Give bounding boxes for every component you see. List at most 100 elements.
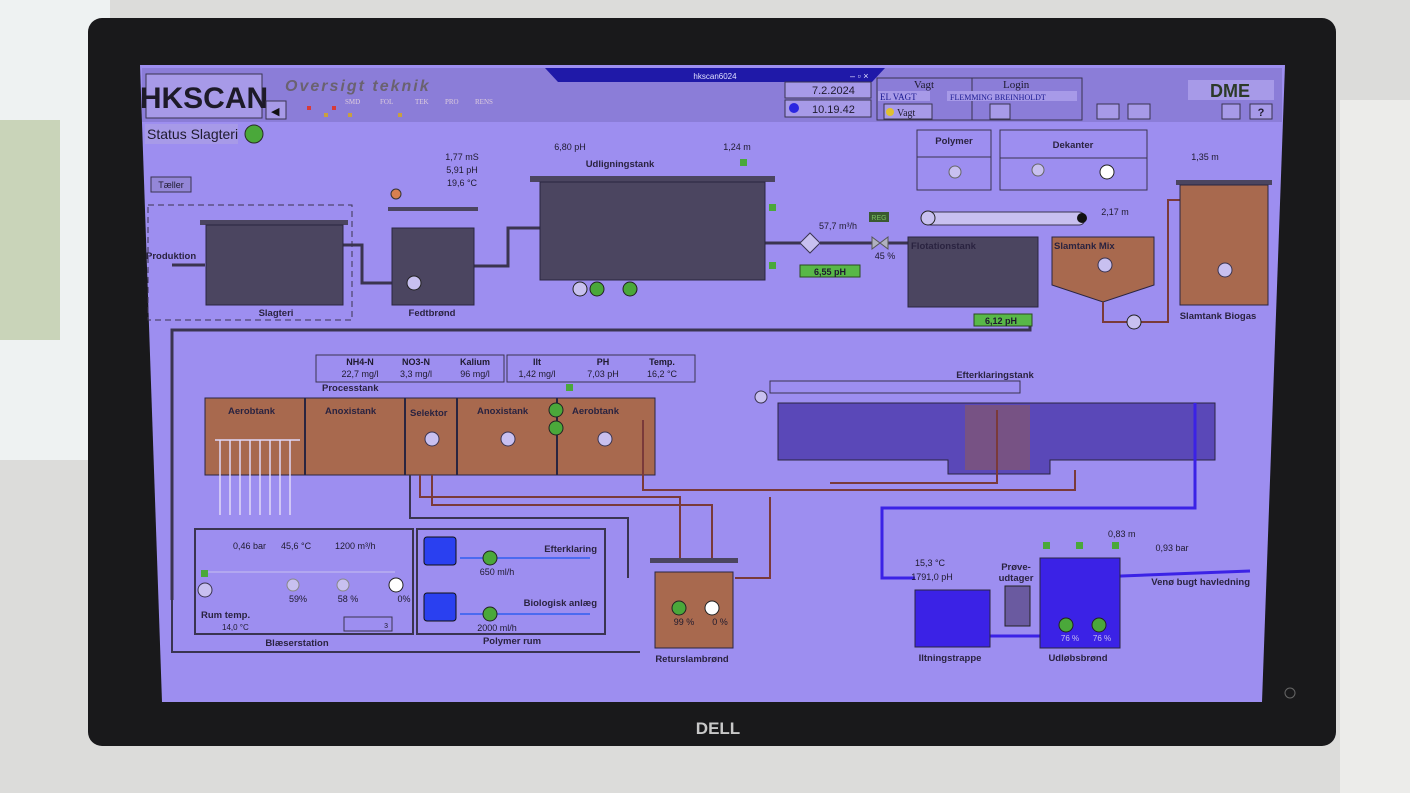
blaeserstation-label: Blæserstation bbox=[265, 638, 329, 649]
fedt-ph: 5,91 pH bbox=[446, 165, 478, 175]
dosing-pump-icon[interactable] bbox=[482, 606, 498, 622]
meas-header: NO3-N bbox=[402, 357, 430, 367]
fedtbrond-tank bbox=[391, 227, 475, 306]
measurement-panel-o bbox=[506, 354, 696, 383]
window-controls[interactable]: – ▫ × bbox=[850, 71, 868, 81]
biogas-lid bbox=[1176, 180, 1272, 185]
dosing-pump-icon[interactable] bbox=[482, 550, 498, 566]
date-box bbox=[784, 81, 872, 99]
tab-tek[interactable]: TEK bbox=[415, 98, 429, 106]
taeller-label: Tæller bbox=[158, 180, 184, 190]
ibc-tank-icon bbox=[423, 536, 457, 566]
polymer-rum-label: Polymer rum bbox=[483, 636, 541, 647]
mail-icon[interactable] bbox=[1127, 103, 1151, 120]
motor-icon[interactable] bbox=[286, 578, 300, 592]
pump-icon[interactable] bbox=[1058, 617, 1074, 633]
monitor-logo: DELL bbox=[696, 719, 740, 738]
window-titlebar[interactable] bbox=[545, 68, 885, 82]
tab-pro[interactable]: PRO bbox=[445, 98, 459, 106]
motor-icon[interactable] bbox=[920, 210, 936, 226]
back-arrow-icon: ◀ bbox=[271, 106, 280, 118]
pump-icon[interactable] bbox=[406, 275, 422, 291]
warning-indicator bbox=[398, 113, 402, 117]
motor-icon[interactable] bbox=[336, 578, 350, 592]
motor-icon[interactable] bbox=[388, 577, 404, 593]
pump-icon[interactable] bbox=[548, 420, 564, 436]
mixer-icon[interactable] bbox=[622, 281, 638, 297]
pump-speed: 0 % bbox=[712, 617, 728, 627]
tab-rens[interactable]: RENS bbox=[475, 98, 493, 106]
motor-speed: 0% bbox=[397, 594, 410, 604]
slagteri-lid bbox=[200, 220, 348, 225]
conveyor-end bbox=[1077, 213, 1087, 223]
udligning-lid bbox=[530, 176, 775, 182]
control-valve-icon[interactable] bbox=[871, 236, 889, 250]
taeller-button[interactable] bbox=[150, 176, 192, 193]
motor-icon[interactable] bbox=[424, 431, 440, 447]
status-indicator bbox=[244, 124, 264, 144]
motor-icon[interactable] bbox=[1097, 257, 1113, 273]
alarm-indicator bbox=[307, 106, 311, 110]
motor-icon[interactable] bbox=[597, 431, 613, 447]
motor-icon[interactable] bbox=[1031, 163, 1045, 177]
pump-icon[interactable] bbox=[1126, 314, 1142, 330]
vagt-value: EL VAGT bbox=[880, 92, 917, 102]
pump-icon[interactable] bbox=[548, 402, 564, 418]
counter-box bbox=[343, 616, 393, 632]
udl-level: 1,24 m bbox=[723, 142, 751, 152]
mail-icon[interactable] bbox=[1096, 103, 1120, 120]
compartment-label: Anoxistank bbox=[325, 406, 377, 417]
meas-header: PH bbox=[597, 357, 610, 367]
vagt-button[interactable] bbox=[883, 103, 933, 120]
motor-icon[interactable] bbox=[948, 165, 962, 179]
alarm-valve-icon[interactable] bbox=[390, 188, 402, 200]
time-box bbox=[784, 99, 872, 118]
pump-icon[interactable] bbox=[671, 600, 687, 616]
pump-icon[interactable] bbox=[589, 281, 605, 297]
warning-bell-icon bbox=[886, 108, 894, 116]
pump-icon[interactable] bbox=[704, 600, 720, 616]
power-button[interactable] bbox=[1284, 687, 1296, 699]
ilt-temp: 15,3 °C bbox=[915, 558, 946, 568]
blaeser-temp: 45,6 °C bbox=[281, 541, 312, 551]
tab-fol[interactable]: FOL bbox=[380, 98, 393, 106]
time: 10.19.42 bbox=[812, 104, 855, 116]
produktion-label: Produktion bbox=[146, 251, 196, 262]
help-button[interactable] bbox=[1249, 103, 1273, 120]
slamtank-mix-label: Slamtank Mix bbox=[1054, 241, 1115, 252]
indicator bbox=[566, 384, 573, 391]
pump-icon[interactable] bbox=[1091, 617, 1107, 633]
status-label: Status Slagteri bbox=[147, 126, 238, 142]
outlet-label: Venø bugt havledning bbox=[1151, 577, 1250, 588]
dme-logo: DME bbox=[1210, 81, 1250, 101]
biogas-level: 1,35 m bbox=[1191, 152, 1219, 162]
pump-icon[interactable] bbox=[572, 281, 588, 297]
ibc-tank-icon bbox=[423, 592, 457, 622]
meas-header: Ilt bbox=[533, 357, 541, 367]
indicator bbox=[769, 204, 776, 211]
motor-icon[interactable] bbox=[754, 390, 768, 404]
date: 7.2.2024 bbox=[812, 85, 855, 97]
warning-indicator bbox=[348, 113, 352, 117]
alarm-indicator bbox=[332, 106, 336, 110]
back-button[interactable] bbox=[265, 100, 287, 120]
flotationstank-label: Flotationstank bbox=[911, 241, 977, 252]
meas-value: 3,3 mg/l bbox=[400, 369, 432, 379]
dekanter-label: Dekanter bbox=[1053, 140, 1094, 151]
login-button[interactable] bbox=[989, 103, 1011, 120]
dekanter-panel bbox=[999, 129, 1148, 191]
tab-smd[interactable]: SMD bbox=[345, 98, 360, 106]
wall-outlet bbox=[1340, 100, 1410, 793]
aeration-diffusers bbox=[215, 439, 300, 515]
indicator bbox=[1043, 542, 1050, 549]
motor-icon[interactable] bbox=[1217, 262, 1233, 278]
motor-icon[interactable] bbox=[500, 431, 516, 447]
exit-icon[interactable] bbox=[1221, 103, 1241, 120]
pump-icon[interactable] bbox=[1099, 164, 1115, 180]
level-switch-indicator bbox=[740, 159, 747, 166]
login-value: FLEMMING BREINHOLDT bbox=[950, 93, 1046, 102]
meas-value: 16,2 °C bbox=[647, 369, 678, 379]
clock-indicator-icon bbox=[789, 103, 799, 113]
compartment-label: Anoxistank bbox=[477, 406, 529, 417]
compartment-label: Aerobtank bbox=[572, 406, 620, 417]
